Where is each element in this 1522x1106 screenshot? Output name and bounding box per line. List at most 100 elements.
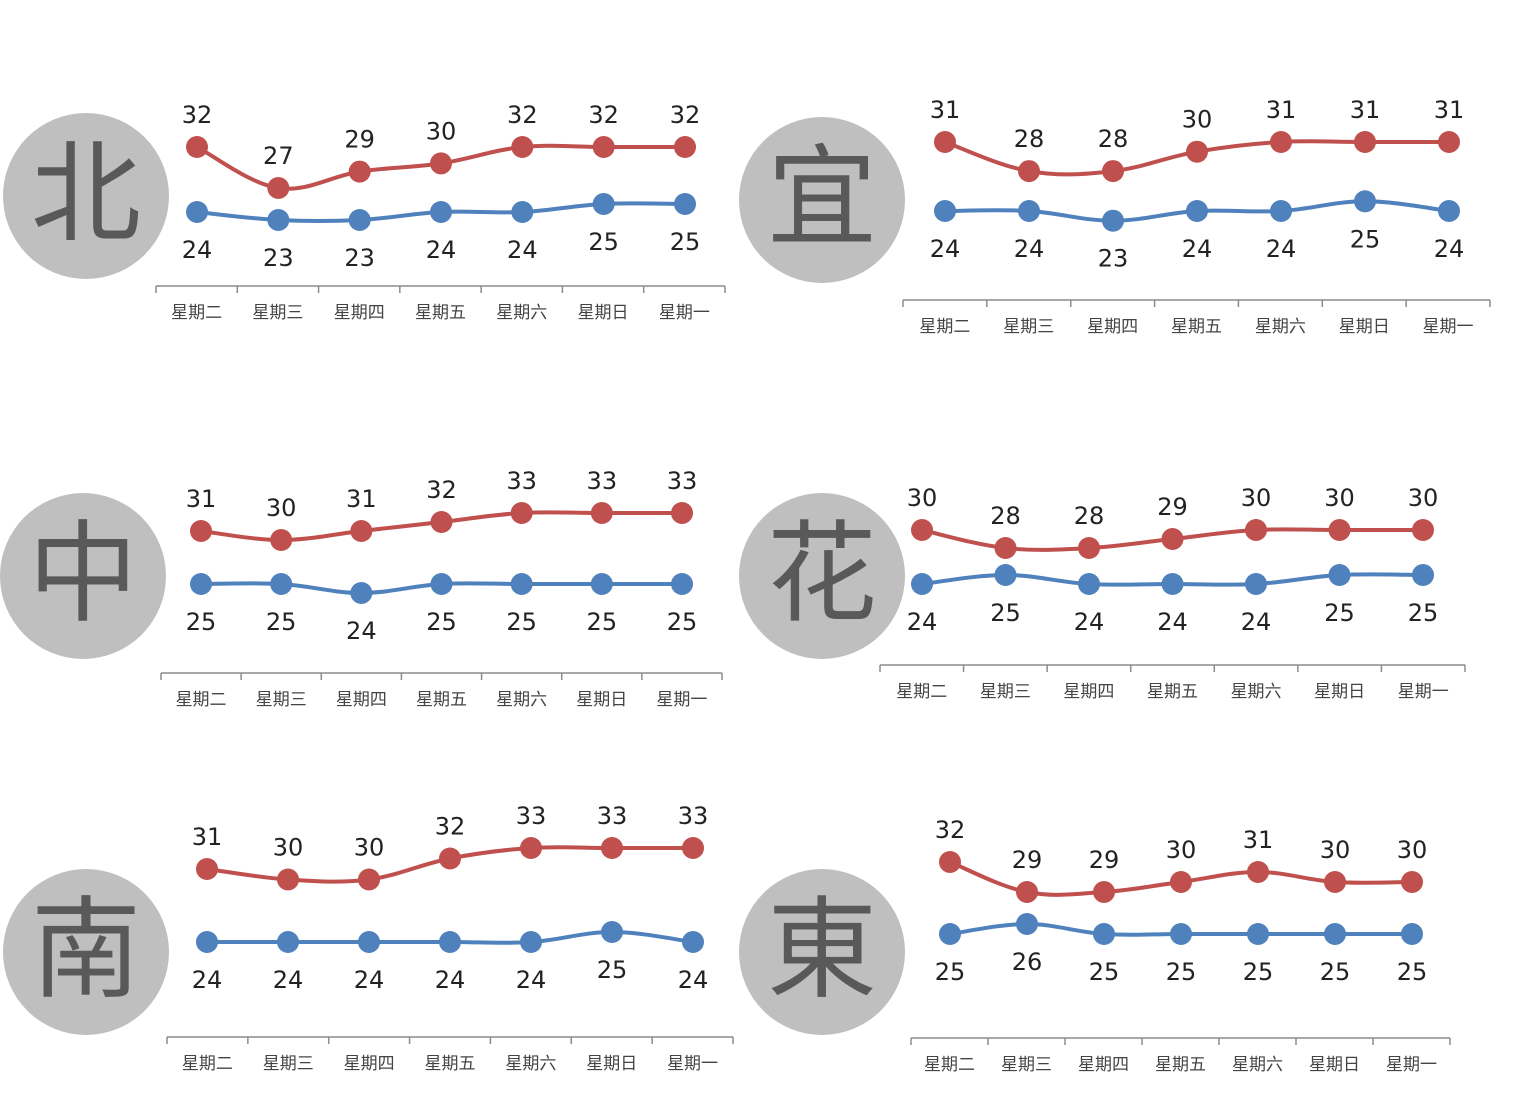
low-temp-point [1161,573,1184,595]
low-temp-point [270,573,293,595]
high-temp-point [1093,881,1115,903]
high-temp-label: 30 [907,484,938,512]
low-temp-point [592,193,615,215]
x-tick-label: 星期四 [1063,682,1114,702]
low-temp-point [1078,573,1100,595]
region-badge [739,869,905,1035]
high-temp-point [277,868,299,891]
x-tick-label: 星期一 [667,1054,718,1074]
high-temp-label: 29 [1089,846,1120,874]
low-temp-point [511,201,534,223]
low-temp-point [358,931,380,953]
low-temp-label: 24 [907,608,938,636]
x-tick-label: 星期二 [896,682,947,702]
high-temp-label: 27 [263,142,294,170]
high-temp-point [1247,861,1269,883]
low-temp-point [510,573,533,595]
low-temp-point [350,582,373,604]
high-temp-label: 33 [506,467,537,495]
low-temp-label: 25 [1166,958,1197,986]
low-temp-point [1245,573,1267,595]
high-temp-point [1401,871,1423,893]
low-temp-point [1328,564,1351,586]
high-temp-label: 29 [344,126,375,154]
high-temp-point [1328,519,1351,541]
region-badge [739,493,905,659]
low-temp-point [430,201,452,223]
high-temp-label: 30 [1182,106,1213,134]
x-tick-label: 星期二 [919,317,970,337]
high-temp-point [1161,528,1184,550]
high-temp-label: 30 [1397,836,1428,864]
high-temp-point [1438,131,1460,153]
high-temp-point [430,511,453,533]
low-temp-label: 25 [1408,599,1439,627]
region-badge [3,113,169,279]
high-temp-point [1016,881,1038,903]
low-temp-point [520,931,542,953]
low-temp-label: 24 [1074,608,1105,636]
x-tick-label: 星期五 [1147,682,1198,702]
high-temp-point [510,502,533,524]
low-temp-point [430,573,453,595]
low-temp-label: 25 [1243,958,1274,986]
x-tick-label: 星期五 [425,1054,476,1074]
high-temp-label: 29 [1012,846,1043,874]
x-tick-label: 星期二 [182,1054,233,1074]
low-temp-point [674,193,696,215]
high-temp-point [1186,140,1208,163]
high-temp-point [994,537,1017,559]
high-temp-label: 31 [1434,96,1465,124]
low-temp-point [190,573,212,595]
high-temp-label: 33 [587,467,618,495]
high-temp-label: 32 [670,101,701,129]
high-temp-point [1018,160,1040,183]
low-temp-point [1401,923,1423,945]
low-temp-label: 25 [266,608,297,636]
x-tick-label: 星期三 [1001,1055,1052,1075]
high-temp-label: 31 [186,485,217,513]
high-temp-point [1270,131,1292,153]
high-temp-label: 30 [273,834,304,862]
low-temp-point [267,209,290,231]
x-tick-label: 星期日 [586,1054,637,1074]
low-temp-point [277,931,299,953]
high-temp-point [1354,131,1376,153]
high-temp-point [601,837,623,859]
high-temp-point [911,519,933,541]
high-temp-label: 31 [1350,96,1381,124]
high-temp-label: 32 [935,816,966,844]
x-tick-label: 星期四 [344,1054,395,1074]
low-temp-label: 24 [1241,608,1272,636]
high-temp-label: 29 [1157,493,1188,521]
low-temp-point [994,564,1017,586]
low-temp-label: 24 [426,236,457,264]
high-temp-label: 28 [1074,502,1105,530]
high-temp-label: 31 [1266,96,1297,124]
region-badge [0,493,166,659]
high-temp-label: 33 [516,802,547,830]
low-temp-label: 25 [587,608,618,636]
low-temp-label: 24 [182,236,213,264]
low-temp-label: 25 [1320,958,1351,986]
low-temp-label: 24 [354,966,385,994]
high-temp-label: 28 [990,502,1021,530]
high-temp-label: 30 [1324,484,1355,512]
low-temp-point [1438,200,1460,222]
low-temp-label: 25 [1350,225,1381,253]
x-tick-label: 星期二 [924,1055,975,1075]
low-temp-point [939,923,961,945]
high-temp-label: 32 [435,813,466,841]
x-tick-label: 星期三 [980,682,1031,702]
low-temp-label: 23 [263,244,294,272]
high-temp-point [674,136,696,158]
low-temp-point [1186,200,1208,222]
x-tick-label: 星期六 [496,690,547,710]
low-temp-label: 24 [273,966,304,994]
low-temp-label: 25 [1324,599,1355,627]
